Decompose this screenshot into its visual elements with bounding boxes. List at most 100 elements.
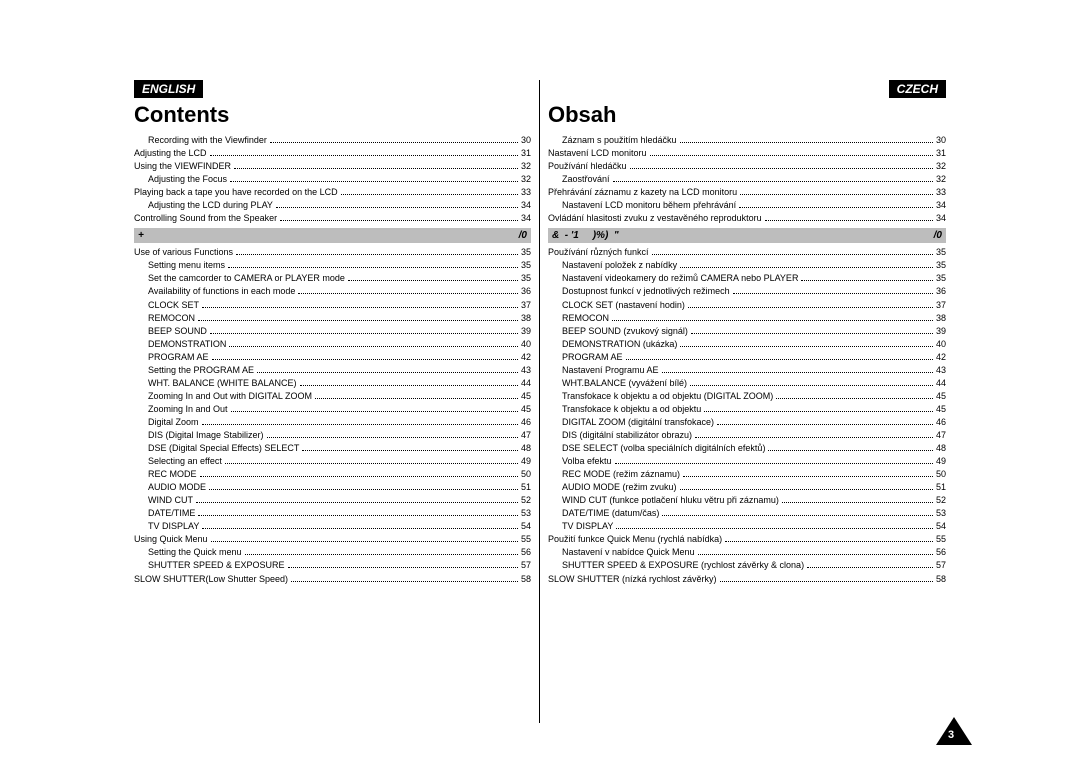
- toc-line: Ovládání hlasitosti zvuku z vestavěného …: [548, 212, 946, 225]
- toc-line: Selecting an effect49: [134, 455, 531, 468]
- toc-line: Adjusting the LCD during PLAY34: [134, 199, 531, 212]
- toc-line: REMOCON38: [548, 312, 946, 325]
- toc-line: Použití funkce Quick Menu (rychlá nabídk…: [548, 533, 946, 546]
- toc-leader-dots: [341, 194, 518, 195]
- toc-leader-dots: [245, 554, 518, 555]
- toc-label: DIGITAL ZOOM (digitální transfokace): [562, 416, 714, 429]
- toc-label: Ovládání hlasitosti zvuku z vestavěného …: [548, 212, 762, 225]
- toc-leader-dots: [626, 359, 933, 360]
- toc-leader-dots: [720, 581, 933, 582]
- toc-line: REMOCON38: [134, 312, 531, 325]
- toc-page-number: 47: [521, 429, 531, 442]
- toc-page-number: 47: [936, 429, 946, 442]
- toc-leader-dots: [680, 142, 933, 143]
- toc-page-number: 52: [936, 494, 946, 507]
- toc-leader-dots: [612, 320, 933, 321]
- toc-label: Adjusting the LCD during PLAY: [148, 199, 273, 212]
- toc-line: Set the camcorder to CAMERA or PLAYER mo…: [134, 272, 531, 285]
- toc-page-number: 43: [936, 364, 946, 377]
- toc-section-1-right: Záznam s použitím hledáčku30Nastavení LC…: [548, 134, 946, 225]
- toc-leader-dots: [225, 463, 518, 464]
- toc-label: Adjusting the LCD: [134, 147, 207, 160]
- toc-page-number: 33: [521, 186, 531, 199]
- toc-page-number: 45: [936, 403, 946, 416]
- toc-leader-dots: [236, 254, 518, 255]
- toc-line: Adjusting the LCD31: [134, 147, 531, 160]
- toc-page-number: 46: [936, 416, 946, 429]
- toc-label: Set the camcorder to CAMERA or PLAYER mo…: [148, 272, 345, 285]
- section-header-left-text: & - '1 )%) ": [552, 230, 619, 241]
- toc-page-number: 58: [521, 573, 531, 586]
- toc-page-number: 33: [936, 186, 946, 199]
- toc-section-2-right: Používání různých funkcí35Nastavení polo…: [548, 246, 946, 585]
- toc-leader-dots: [725, 541, 933, 542]
- toc-label: SHUTTER SPEED & EXPOSURE: [148, 559, 285, 572]
- toc-page-number: 53: [936, 507, 946, 520]
- toc-line: Recording with the Viewfinder30: [134, 134, 531, 147]
- toc-line: Transfokace k objektu a od objektu (DIGI…: [548, 390, 946, 403]
- toc-page-number: 50: [936, 468, 946, 481]
- toc-label: Zooming In and Out: [148, 403, 228, 416]
- toc-page-number: 32: [521, 173, 531, 186]
- toc-line: Controlling Sound from the Speaker34: [134, 212, 531, 225]
- toc-page-number: 38: [936, 312, 946, 325]
- toc-page-number: 49: [936, 455, 946, 468]
- toc-leader-dots: [801, 280, 933, 281]
- toc-leader-dots: [695, 437, 933, 438]
- toc-leader-dots: [613, 181, 933, 182]
- toc-line: Adjusting the Focus32: [134, 173, 531, 186]
- toc-label: Nastavení videokamery do režimů CAMERA n…: [562, 272, 798, 285]
- toc-leader-dots: [698, 554, 933, 555]
- toc-label: Transfokace k objektu a od objektu (DIGI…: [562, 390, 773, 403]
- toc-page-number: 52: [521, 494, 531, 507]
- toc-page-number: 32: [936, 160, 946, 173]
- toc-line: SHUTTER SPEED & EXPOSURE 57: [134, 559, 531, 572]
- toc-page-number: 42: [521, 351, 531, 364]
- toc-leader-dots: [210, 155, 518, 156]
- toc-leader-dots: [276, 207, 518, 208]
- toc-leader-dots: [211, 541, 518, 542]
- toc-page-number: 48: [521, 442, 531, 455]
- toc-line: Digital Zoom46: [134, 416, 531, 429]
- toc-leader-dots: [807, 567, 933, 568]
- section-header-right-text: /0: [934, 230, 942, 241]
- toc-line: DIS (Digital Image Stabilizer)47: [134, 429, 531, 442]
- toc-page-number: 35: [936, 246, 946, 259]
- toc-page-number: 55: [936, 533, 946, 546]
- toc-line: DIS (digitální stabilizátor obrazu)47: [548, 429, 946, 442]
- toc-leader-dots: [782, 502, 933, 503]
- toc-label: CLOCK SET (nastavení hodin): [562, 299, 685, 312]
- toc-leader-dots: [291, 581, 518, 582]
- toc-line: SLOW SHUTTER(Low Shutter Speed) 58: [134, 573, 531, 586]
- section-header-left: + /0: [134, 228, 531, 243]
- toc-label: Setting the PROGRAM AE: [148, 364, 254, 377]
- toc-label: Používání různých funkcí: [548, 246, 649, 259]
- toc-line: AUDIO MODE51: [134, 481, 531, 494]
- toc-line: CLOCK SET (nastavení hodin) 37: [548, 299, 946, 312]
- column-english: ENGLISH Contents Recording with the View…: [126, 80, 540, 723]
- toc-leader-dots: [740, 194, 933, 195]
- toc-line: DSE SELECT (volba speciálních digitálníc…: [548, 442, 946, 455]
- toc-line: TV DISPLAY54: [134, 520, 531, 533]
- toc-page-number: 37: [936, 299, 946, 312]
- toc-leader-dots: [662, 372, 933, 373]
- toc-page-number: 35: [936, 272, 946, 285]
- toc-page-number: 46: [521, 416, 531, 429]
- toc-label: DEMONSTRATION (ukázka): [562, 338, 677, 351]
- toc-label: WHT. BALANCE (WHITE BALANCE): [148, 377, 297, 390]
- manual-page: ENGLISH Contents Recording with the View…: [0, 0, 1080, 763]
- toc-leader-dots: [688, 307, 933, 308]
- toc-line: WHT. BALANCE (WHITE BALANCE)44: [134, 377, 531, 390]
- toc-line: DATE/TIME (datum/čas)53: [548, 507, 946, 520]
- toc-leader-dots: [630, 168, 933, 169]
- toc-label: Zooming In and Out with DIGITAL ZOOM: [148, 390, 312, 403]
- toc-page-number: 57: [521, 559, 531, 572]
- toc-line: Nastavení LCD monitoru během přehrávání3…: [548, 199, 946, 212]
- toc-label: Přehrávání záznamu z kazety na LCD monit…: [548, 186, 737, 199]
- toc-label: Using the VIEWFINDER: [134, 160, 231, 173]
- section-header-right-text: /0: [519, 230, 527, 241]
- toc-label: SLOW SHUTTER(Low Shutter Speed): [134, 573, 288, 586]
- toc-label: Availability of functions in each mode: [148, 285, 295, 298]
- toc-page-number: 43: [521, 364, 531, 377]
- toc-line: DSE (Digital Special Effects) SELECT48: [134, 442, 531, 455]
